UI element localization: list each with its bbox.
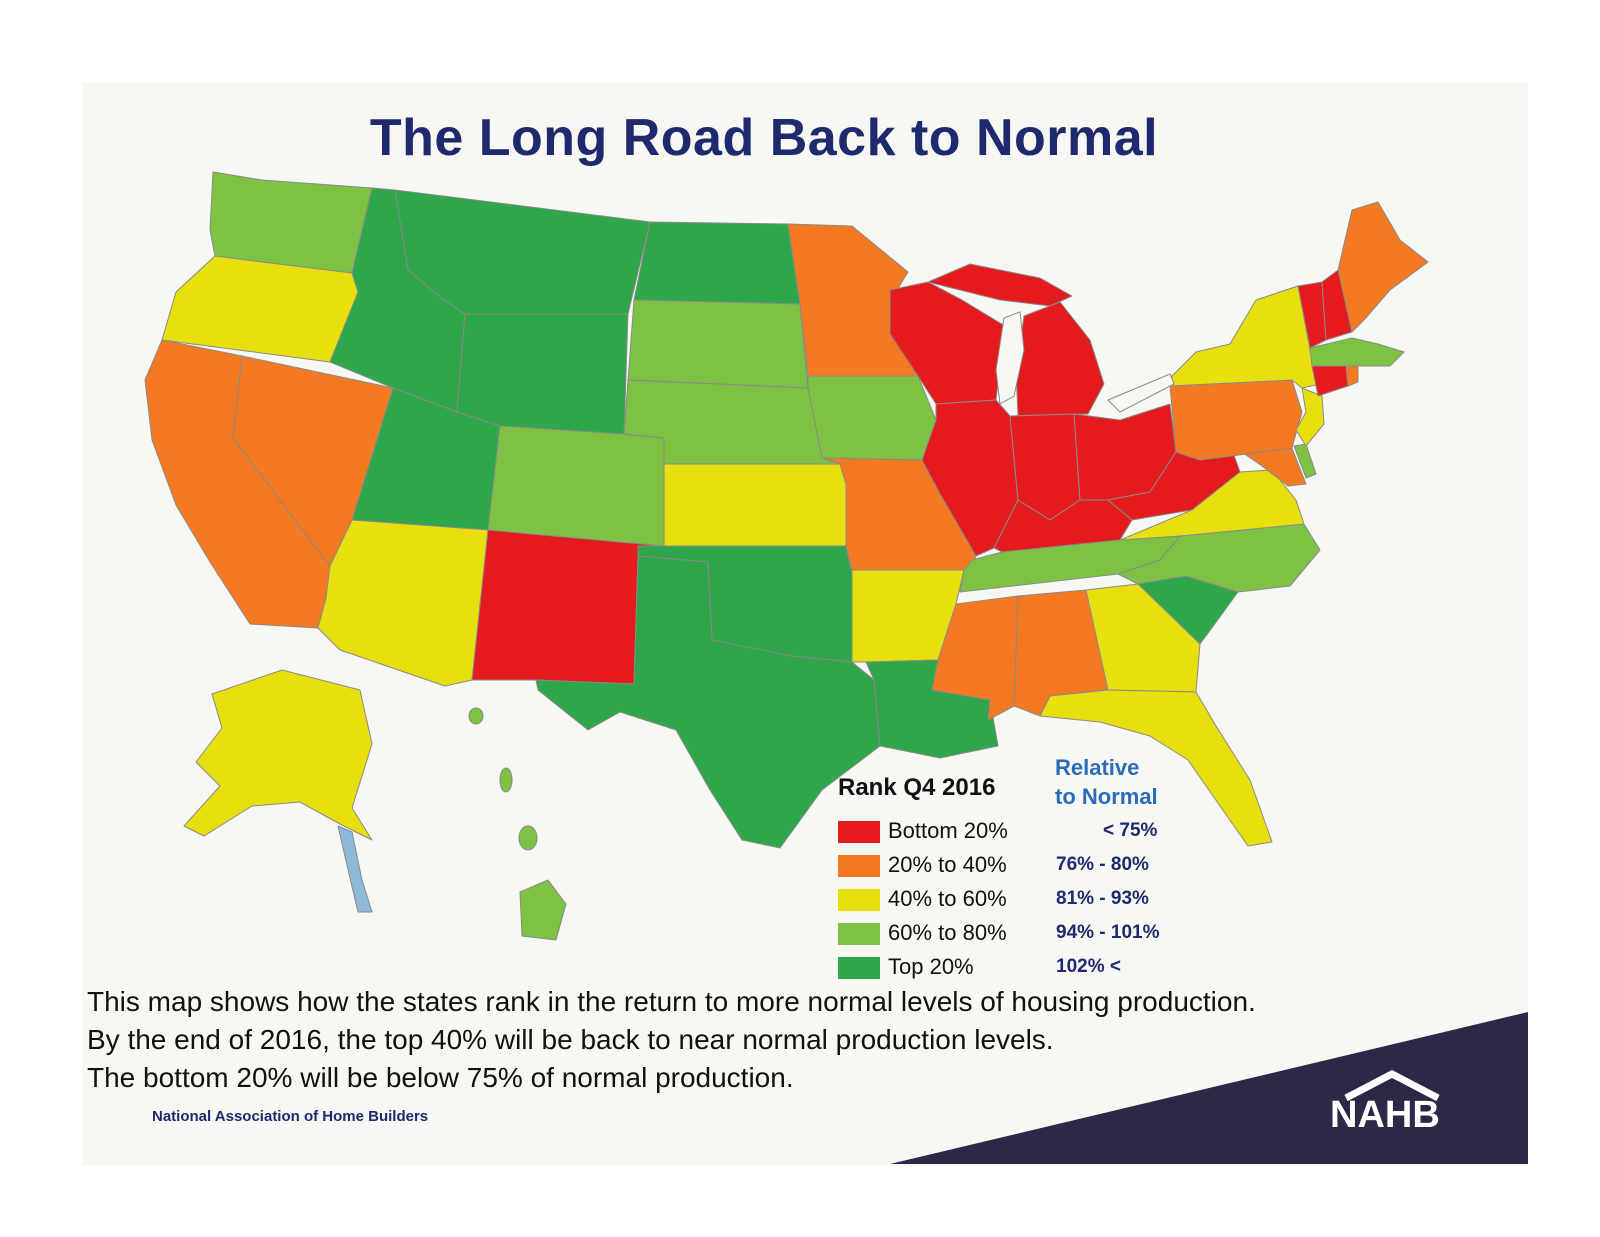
state-TX <box>535 555 881 849</box>
legend-row-top20: Top 20% 102% < <box>838 954 1218 984</box>
description-line2: By the end of 2016, the top 40% will be … <box>87 1024 1054 1055</box>
legend-swatch <box>838 957 880 979</box>
relative-title-line1: Relative <box>1055 755 1140 780</box>
state-IL <box>921 399 1019 557</box>
state-SD <box>627 299 809 389</box>
state-KS <box>663 463 847 547</box>
brand-band <box>890 1012 1528 1164</box>
state-HI-island <box>518 825 538 851</box>
legend-swatch <box>838 889 880 911</box>
state-NY <box>1169 285 1321 389</box>
legend-row-20to40: 20% to 40% 76% - 80% <box>838 852 1218 882</box>
state-CT <box>1311 365 1349 397</box>
state-DE <box>1293 443 1317 479</box>
state-NJ <box>1295 387 1325 447</box>
state-NC <box>1117 523 1321 593</box>
legend-row-60to80: 60% to 80% 94% - 101% <box>838 920 1218 950</box>
state-VA <box>1119 469 1305 541</box>
state-AZ <box>317 519 489 687</box>
state-RI <box>1345 365 1359 387</box>
state-GA <box>1085 583 1201 693</box>
legend-label: 60% to 80% <box>888 920 1007 945</box>
legend-swatch <box>838 923 880 945</box>
state-HI-island <box>468 707 484 725</box>
legend-row-40to60: 40% to 60% 81% - 93% <box>838 886 1218 916</box>
legend-range: 94% - 101% <box>1056 922 1160 943</box>
legend-label: 40% to 60% <box>888 886 1007 911</box>
description-line3: The bottom 20% will be below 75% of norm… <box>87 1062 794 1093</box>
state-AK-panhandle <box>337 825 373 913</box>
legend-title: Rank Q4 2016 <box>838 774 996 801</box>
lake-michigan <box>995 311 1025 405</box>
legend-label: Bottom 20% <box>888 818 1008 843</box>
state-AK <box>183 669 373 841</box>
lake-erie <box>1107 373 1175 413</box>
organization-name: National Association of Home Builders <box>152 1108 429 1125</box>
relative-title: Relative to Normal <box>1055 753 1185 811</box>
legend-range: 102% < <box>1056 956 1121 977</box>
legend-range: < 75% <box>1103 820 1158 841</box>
relative-title-line2: to Normal <box>1055 784 1158 809</box>
state-ME <box>1337 201 1429 333</box>
state-HI <box>519 879 567 941</box>
legend-label: Top 20% <box>888 954 974 979</box>
state-HI-island <box>499 767 513 793</box>
state-ND <box>633 221 801 305</box>
description-line1: This map shows how the states rank in th… <box>87 986 1256 1017</box>
nahb-roof-icon <box>1344 1070 1440 1102</box>
page-title: The Long Road Back to Normal <box>369 109 1159 167</box>
state-IA <box>807 375 937 461</box>
state-FL <box>1039 689 1273 847</box>
state-CO <box>487 425 665 547</box>
description: This map shows how the states rank in th… <box>87 983 1467 1097</box>
legend-swatch <box>838 855 880 877</box>
legend-range: 76% - 80% <box>1056 854 1149 875</box>
state-WY <box>456 313 629 435</box>
legend-row-bottom20: Bottom 20% < 75% <box>838 818 1218 848</box>
state-MA <box>1309 337 1405 367</box>
state-PA <box>1169 379 1303 461</box>
legend-range: 81% - 93% <box>1056 888 1149 909</box>
nahb-logo: NAHB <box>1330 1094 1440 1136</box>
legend-label: 20% to 40% <box>888 852 1007 877</box>
state-WA <box>209 171 373 274</box>
legend-swatch <box>838 821 880 843</box>
